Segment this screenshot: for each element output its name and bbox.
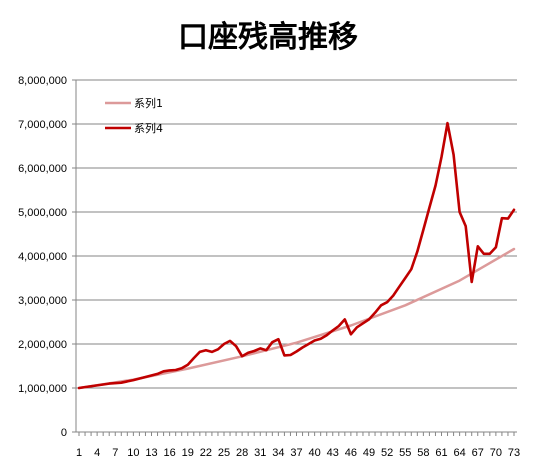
- y-tick-label: 1,000,000: [18, 383, 67, 395]
- y-tick-label: 8,000,000: [18, 75, 67, 87]
- series-lines: [77, 121, 516, 390]
- x-tick-label: 40: [309, 447, 321, 459]
- x-tick-label: 37: [290, 447, 302, 459]
- x-tick-label: 13: [145, 447, 157, 459]
- x-axis: 1 4 7 10 13 16 19 22 25 28 31 34 37 40 43 46 49 52 55 58 61 6…: [76, 431, 520, 459]
- y-tick-label: 4,000,000: [18, 251, 67, 263]
- x-tick-label: 49: [363, 447, 375, 459]
- x-tick-label: 1: [76, 447, 82, 459]
- y-tick-label: 2,000,000: [18, 339, 67, 351]
- x-tick-label: 61: [435, 447, 447, 459]
- gridlines: [76, 79, 517, 389]
- x-tick-label: 16: [164, 447, 176, 459]
- x-tick-label: 43: [327, 447, 339, 459]
- x-tick-label: 25: [218, 447, 230, 459]
- y-tick-label: 3,000,000: [18, 295, 67, 307]
- x-tick-label: 58: [417, 447, 429, 459]
- x-tick-label: 22: [200, 447, 212, 459]
- series-line-2: [77, 121, 516, 390]
- x-tick-label: 28: [236, 447, 248, 459]
- x-tick-label: 46: [345, 447, 357, 459]
- x-tick-label: 67: [472, 447, 484, 459]
- y-axis: 0 1,000,000 2,000,000 3,000,000 4,000,000 5,0…: [18, 75, 77, 439]
- x-tick-label: 70: [490, 447, 502, 459]
- y-tick-label: 7,000,000: [18, 119, 67, 131]
- x-tick-label: 64: [454, 447, 466, 459]
- legend: 系列1 系列4: [105, 96, 163, 135]
- y-tick-label: 6,000,000: [18, 163, 67, 175]
- y-tick-label: 0: [61, 427, 67, 439]
- x-tick-label: 34: [272, 447, 284, 459]
- x-tick-label: 19: [182, 447, 194, 459]
- x-tick-label: 73: [508, 447, 520, 459]
- legend-label: 系列4: [134, 121, 163, 135]
- x-tick-label: 10: [127, 447, 139, 459]
- x-tick-label: 4: [94, 447, 100, 459]
- y-tick-label: 5,000,000: [18, 207, 67, 219]
- x-tick-label: 31: [254, 447, 266, 459]
- series-line-1: [77, 247, 516, 390]
- chart-title: 口座残高推移: [178, 20, 358, 55]
- x-tick-label: 55: [399, 447, 411, 459]
- legend-label: 系列1: [134, 96, 163, 110]
- x-tick-label: 52: [381, 447, 393, 459]
- x-tick-label: 7: [112, 447, 118, 459]
